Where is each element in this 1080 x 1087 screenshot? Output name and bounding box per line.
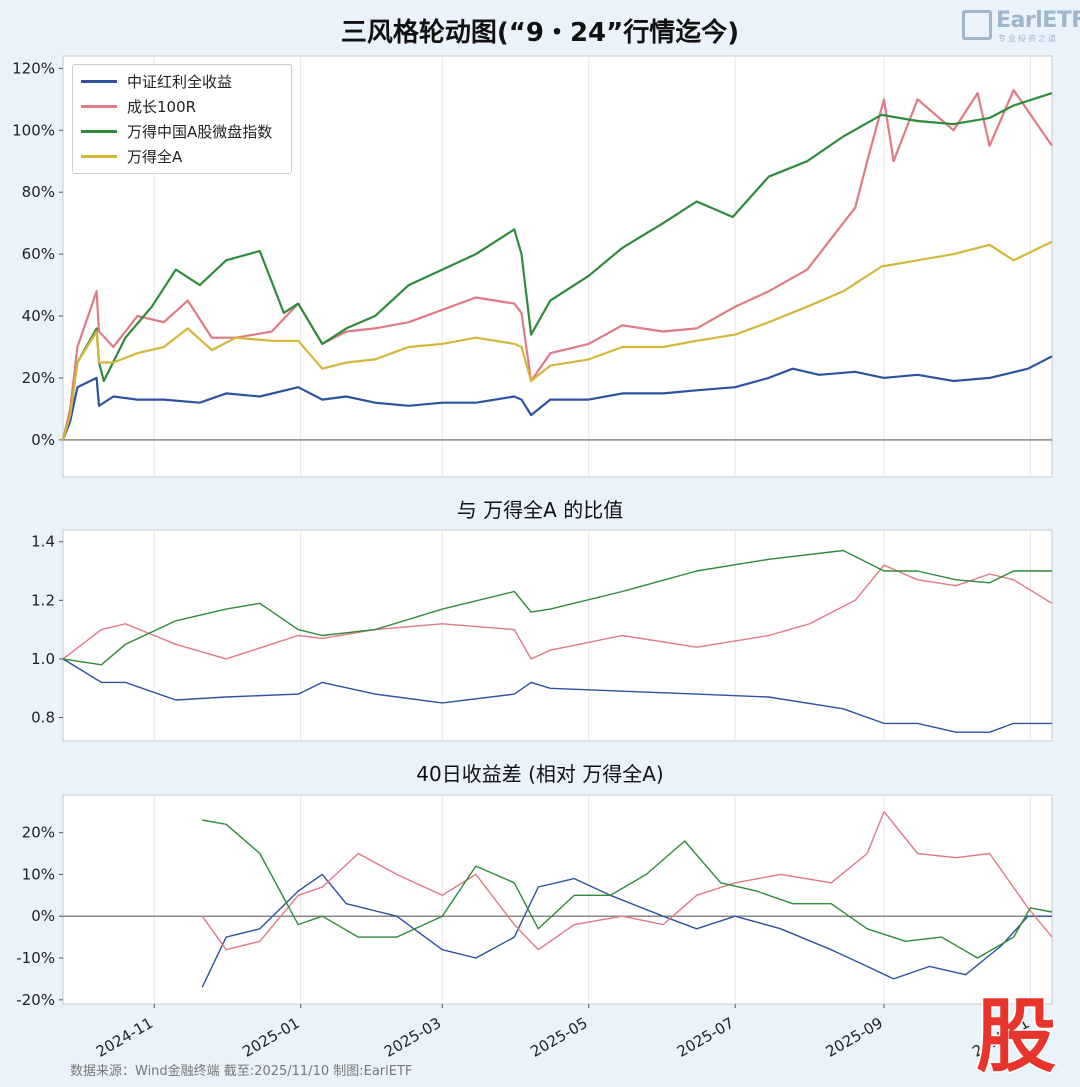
stamp-logo: 股 [975, 992, 1058, 1076]
source-note: 数据来源：Wind金融终端 截至:2025/11/10 制图:EarlETF [70, 1064, 413, 1079]
y-tick-label: 10% [22, 865, 55, 883]
legend: 中证红利全收益 成长100R 万得中国A股微盘指数 万得全A [72, 64, 292, 174]
series-line-4 [61, 240, 1053, 441]
x-tick-label: 2024-11 [93, 1014, 156, 1061]
y-tick-label: 80% [22, 183, 55, 201]
x-tick-label: 2025-03 [381, 1014, 444, 1061]
legend-label: 中证红利全收益 [127, 72, 233, 91]
logo-name: EarlETF [996, 8, 1080, 33]
y-tick-label: 20% [22, 369, 55, 387]
y-tick-label: 120% [12, 59, 55, 77]
x-tick-label: 2025-07 [674, 1014, 737, 1061]
series-line-1 [62, 658, 1052, 733]
y-tick-label: 60% [22, 245, 55, 263]
y-tick-label: 20% [22, 824, 55, 842]
plot-area-2 [62, 529, 1053, 742]
chart-title: 三风格轮动图(“9・24”行情迄今) [340, 18, 740, 48]
series-line-2 [62, 564, 1053, 660]
x-tick-label: 2025-05 [527, 1014, 590, 1061]
y-tick-label: 40% [22, 307, 55, 325]
y-tick-label: -20% [16, 991, 55, 1009]
legend-item-micro: 万得中国A股微盘指数 [81, 119, 272, 143]
y-tick-label: 0% [31, 907, 55, 925]
series-line-2 [201, 811, 1053, 951]
panel2-title: 与 万得全A 的比值 [456, 498, 624, 522]
stamp-glyph: 股 [976, 992, 1056, 1076]
series-line-2 [61, 89, 1053, 441]
legend-item-growth: 成长100R [81, 94, 196, 118]
legend-label: 万得全A [127, 147, 183, 166]
x-tick-label: 2025-09 [823, 1014, 886, 1061]
earletf-logo: EarlETF 专业投资之道 [962, 8, 1080, 44]
y-tick-label: 0% [31, 431, 55, 449]
legend-label: 成长100R [127, 97, 197, 116]
legend-item-dividend: 中证红利全收益 [81, 69, 232, 93]
y-tick-label: 1.0 [31, 650, 55, 668]
legend-swatch [81, 154, 117, 158]
plot-area-3 [62, 794, 1053, 1005]
series-line-3 [62, 549, 1052, 666]
series-line-1 [61, 355, 1053, 441]
y-tick-label: -10% [16, 949, 55, 967]
legend-item-all-a: 万得全A [81, 144, 182, 168]
y-tick-label: 1.2 [31, 591, 55, 609]
logo-mark-icon [962, 10, 992, 40]
y-tick-label: 100% [12, 121, 55, 139]
legend-swatch [81, 104, 117, 108]
legend-swatch [81, 129, 117, 133]
y-tick-label: 0.8 [31, 709, 55, 727]
series-line-3 [61, 92, 1053, 441]
y-tick-label: 1.4 [31, 533, 55, 551]
x-tick-label: 2025-01 [239, 1014, 302, 1061]
legend-swatch [81, 79, 117, 83]
panel3-title: 40日收益差 (相对 万得全A) [416, 762, 664, 786]
legend-label: 万得中国A股微盘指数 [127, 122, 273, 141]
series-line-3 [202, 819, 1053, 959]
logo-tagline: 专业投资之道 [998, 34, 1058, 43]
